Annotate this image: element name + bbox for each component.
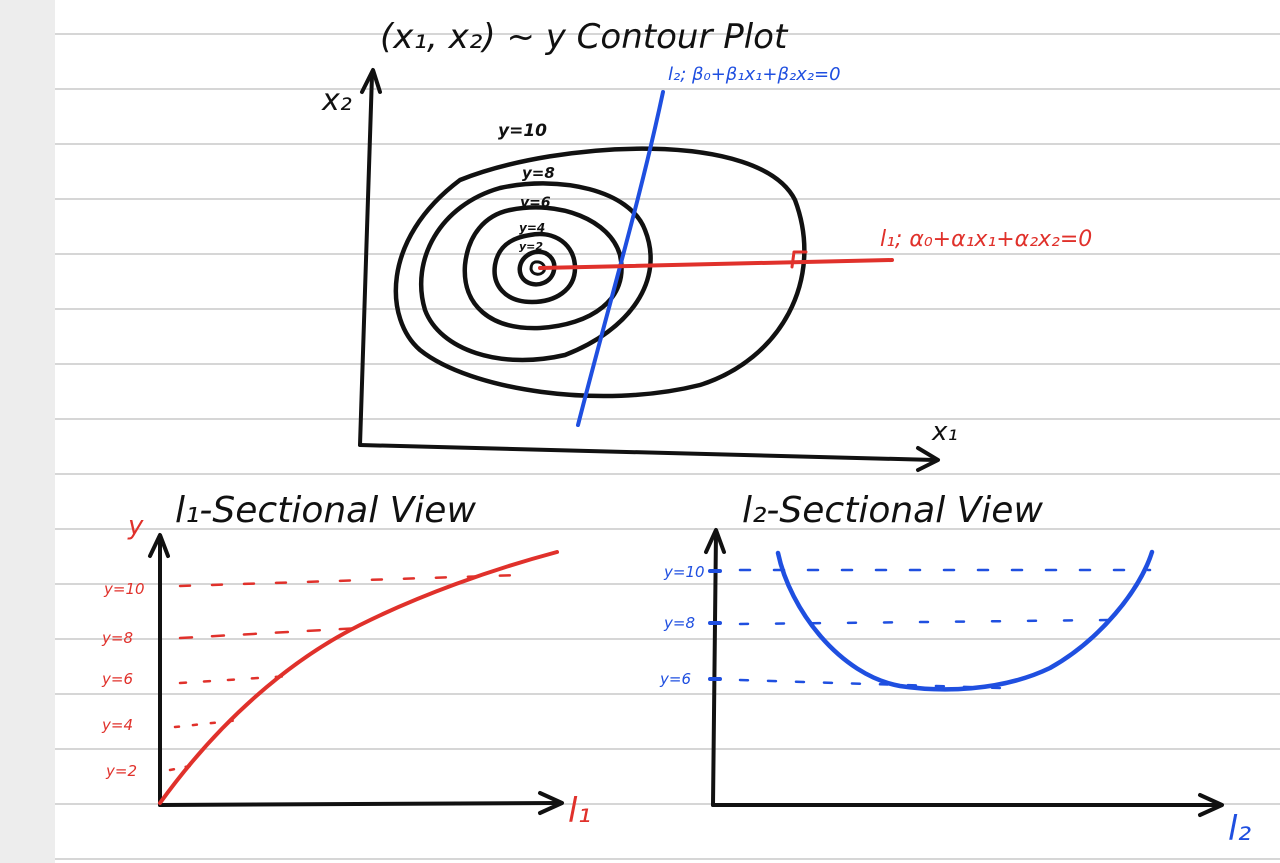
l1-level-guides (168, 573, 522, 772)
x1-axis-label: x₁ (931, 417, 958, 447)
l1-response-curve (158, 550, 559, 805)
l1-view-y-label: y (127, 511, 144, 541)
l2-level-ticks (708, 569, 722, 681)
line-l2 (576, 90, 665, 427)
line-l1 (538, 258, 894, 270)
x2-axis-arrowhead (360, 68, 382, 94)
right-angle-mark (790, 250, 808, 269)
l1-level-label-y8: y=8 (101, 629, 133, 647)
contour-label-y10: y=10 (498, 121, 547, 141)
contour-center (529, 260, 546, 276)
l1-level-label-y10: y=10 (103, 580, 145, 598)
contour-plot-title: (x₁, x₂) ~ y Contour Plot (380, 17, 789, 57)
x2-axis (358, 73, 374, 447)
contour-y2 (517, 249, 557, 287)
l1-view-y-arrowhead (148, 533, 170, 558)
contour-label-y8: y=8 (522, 164, 555, 182)
l2-view-y-arrowhead (704, 528, 726, 554)
contour-y8 (419, 181, 653, 363)
l2-view-x-arrowhead (1198, 793, 1224, 817)
l2-level-label-y6: y=6 (659, 670, 691, 688)
contour-y6 (462, 205, 624, 331)
x2-axis-label: x₂ (321, 83, 352, 118)
l1-guide-y10 (178, 573, 522, 588)
contour-y10 (393, 146, 807, 399)
contour-lines (393, 146, 807, 399)
l2-view-x-label: l₂ (1228, 809, 1251, 849)
l2-view-title: l₂-Sectional View (742, 490, 1043, 531)
l1-guide-y6 (178, 674, 292, 685)
l2-level-guides (738, 568, 1152, 690)
l1-guide-y8 (178, 626, 362, 640)
l1-level-label-y6: y=6 (101, 670, 133, 688)
l2-response-curve (775, 549, 1155, 692)
l1-view-x-axis (158, 801, 562, 807)
line-l1-label: l₁; α₀+α₁x₁+α₂x₂=0 (880, 227, 1092, 252)
l2-level-label-y10: y=10 (663, 563, 705, 581)
ruled-lines (55, 33, 1280, 860)
contour-label-y6: y=6 (520, 195, 551, 211)
contour-label-y4: y=4 (519, 221, 545, 235)
contour-label-y2: y=2 (519, 240, 543, 253)
l2-view-y-axis (711, 530, 718, 807)
l1-level-label-y2: y=2 (105, 762, 137, 780)
l1-view-x-label: l₁ (568, 791, 591, 831)
l1-view-x-arrowhead (538, 791, 564, 815)
l2-guide-y8 (738, 618, 1112, 626)
x1-axis-arrowhead (916, 446, 940, 472)
contour-y4 (492, 231, 578, 305)
l2-level-label-y8: y=8 (663, 614, 695, 632)
l1-level-label-y4: y=4 (101, 716, 133, 734)
x1-axis (358, 443, 937, 462)
line-l2-label: l₂; β₀+β₁x₁+β₂x₂=0 (668, 64, 841, 85)
l1-view-title: l₁-Sectional View (175, 490, 476, 531)
